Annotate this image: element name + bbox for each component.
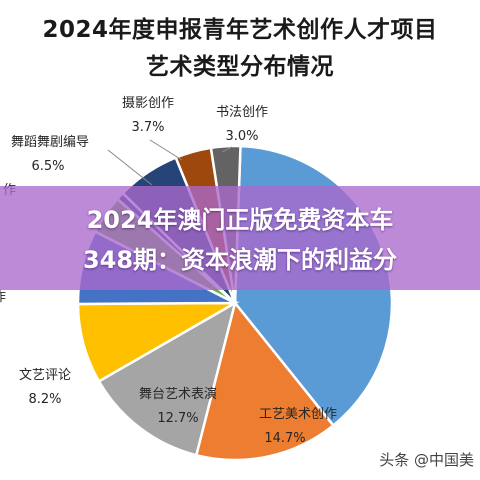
slice-label-4: 作 [0,290,6,305]
leader-line-7 [107,149,153,186]
headline-line-1: 2024年澳门正版免费资本车 [86,206,394,234]
slice-label-8: 摄影创作 [122,96,174,111]
slice-value-label-2: 12.7% [157,411,198,426]
headline-line-2: 348期：资本浪潮下的利益分 [82,246,398,274]
headline-banner[interactable]: 2024年澳门正版免费资本车 348期：资本浪潮下的利益分 [0,186,480,290]
pie-slice-1 [194,300,336,462]
slice-label-9: 书法创作 [216,105,268,120]
leader-line-9 [221,146,233,153]
slice-label-7: 舞蹈舞剧编导 [11,135,89,150]
slice-value-label-3: 8.2% [28,392,61,407]
slice-value-label-7: 6.5% [31,159,64,174]
slice-label-1: 工艺美术创作 [259,407,337,422]
leader-line-8 [149,139,183,161]
slice-label-3: 文艺评论 [19,368,71,383]
chart-subtitle: 艺术类型分布情况 [146,54,334,80]
source-watermark: 头条 @中国美 [379,451,474,469]
pie-slice-2 [97,300,237,457]
slice-value-label-9: 3.0% [225,129,258,144]
slice-label-2: 舞台艺术表演 [139,386,217,402]
slice-value-label-8: 3.7% [131,120,164,135]
slice-value-label-1: 14.7% [264,431,305,446]
chart-title: 2024年度申报青年艺术创作人才项目 [42,17,438,43]
